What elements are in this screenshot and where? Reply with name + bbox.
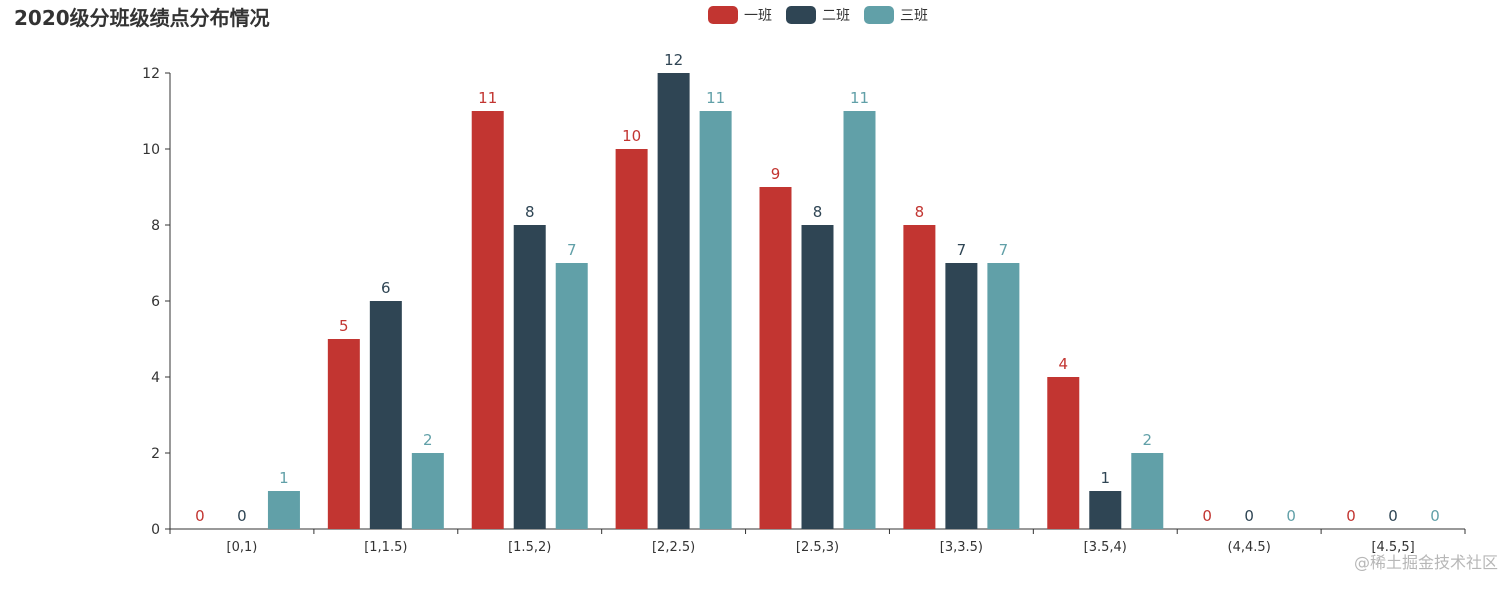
bar-data-label: 10 [622,127,641,145]
y-axis-tick-label: 8 [151,218,160,234]
bar-data-label: 2 [1143,431,1153,449]
legend-swatch-class-1 [708,6,738,24]
x-axis-tick-label: [1.5,2) [508,540,551,555]
legend-item-class-2[interactable]: 二班 [786,5,850,25]
x-axis-tick-label: [0,1) [227,540,258,555]
bar-data-label: 11 [850,89,869,107]
y-axis-tick-label: 4 [151,370,160,386]
bar-data-label: 7 [999,241,1009,259]
chart-title: 2020级分班级绩点分布情况 [14,6,270,30]
bar-data-label: 1 [1101,469,1111,487]
y-axis-tick-label: 10 [142,142,160,158]
bar-data-label: 7 [567,241,577,259]
bar-data-label: 8 [813,203,823,221]
bar [267,491,300,529]
bar-data-label: 0 [1346,507,1356,525]
legend-swatch-class-3 [864,6,894,24]
legend-label-class-3: 三班 [900,8,928,24]
bar-data-label: 11 [706,89,725,107]
legend-item-class-3[interactable]: 三班 [864,5,928,25]
bar [987,263,1020,529]
legend-item-class-1[interactable]: 一班 [708,5,772,25]
bar-data-label: 0 [195,507,205,525]
bar-data-label: 0 [1286,507,1296,525]
bar-data-label: 7 [957,241,967,259]
x-axis-tick-label: [3,3.5) [940,540,983,555]
x-axis-tick-label: [2,2.5) [652,540,695,555]
bar [843,111,876,529]
bar [657,73,690,529]
bar-data-label: 2 [423,431,433,449]
y-axis-tick-label: 6 [151,294,160,310]
bar-data-label: 0 [237,507,247,525]
bar [945,263,978,529]
bar-data-label: 0 [1430,507,1440,525]
bar [699,111,732,529]
bar-data-label: 0 [1202,507,1212,525]
bar-data-label: 6 [381,279,391,297]
x-axis-tick-label: [2.5,3) [796,540,839,555]
bar [471,111,504,529]
bar-data-label: 4 [1059,355,1069,373]
bar [1131,453,1164,529]
legend: 一班 二班 三班 [708,5,928,25]
y-axis-tick-label: 12 [142,66,160,82]
bar [369,301,402,529]
y-axis-tick-label: 0 [151,522,160,538]
x-axis-tick-label: [1,1.5) [364,540,407,555]
bar [1089,491,1122,529]
x-axis-tick-label: (4,4.5) [1228,540,1271,555]
bar [615,149,648,529]
bar-data-label: 8 [915,203,925,221]
bar [513,225,546,529]
bar [759,187,792,529]
bar-data-label: 12 [664,51,683,69]
y-axis-tick-label: 2 [151,446,160,462]
bar-data-label: 9 [771,165,781,183]
legend-label-class-2: 二班 [822,8,850,24]
x-axis-tick-label: [4.5,5] [1371,540,1414,555]
x-axis-tick-label: [3.5,4) [1084,540,1127,555]
bar-data-label: 1 [279,469,289,487]
legend-label-class-1: 一班 [744,8,772,24]
bar-data-label: 0 [1244,507,1254,525]
bar-data-label: 11 [478,89,497,107]
legend-swatch-class-2 [786,6,816,24]
bar [327,339,360,529]
bar [411,453,444,529]
bar-data-label: 8 [525,203,535,221]
bar-data-label: 5 [339,317,349,335]
bar [903,225,936,529]
bar [555,263,588,529]
bar [1047,377,1080,529]
bar-data-label: 0 [1388,507,1398,525]
watermark: @稀土掘金技术社区 [1353,553,1498,572]
bar [801,225,834,529]
